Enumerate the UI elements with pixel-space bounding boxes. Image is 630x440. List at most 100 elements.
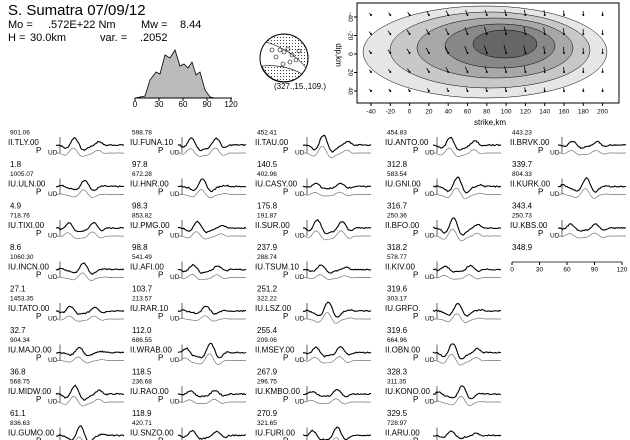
slip-node <box>408 14 411 16</box>
observed-trace <box>55 305 125 315</box>
station-phase: P <box>283 437 288 440</box>
station-name: IU.AFI.00 <box>130 263 164 272</box>
station-name: II.TAU.00 <box>255 138 289 147</box>
slip-node <box>505 33 508 35</box>
station-amplitude: 250.36 <box>387 213 407 220</box>
station-amplitude: 296.75 <box>257 379 277 386</box>
station-amplitude: 311.35 <box>387 379 407 386</box>
slip-arrow <box>464 46 468 54</box>
station-name: II.MSEY.00 <box>255 346 295 355</box>
slip-ytick-label: 0 <box>346 52 353 56</box>
station-phase: P <box>283 395 288 404</box>
station-phase: P <box>413 146 418 155</box>
station-component: UD <box>295 399 305 406</box>
synthetic-trace <box>177 231 247 240</box>
station-phase: P <box>36 312 41 321</box>
station-phase: P <box>413 354 418 363</box>
station-amplitude: 718.76 <box>10 213 30 220</box>
slip-arrow <box>503 45 507 54</box>
station-phase: P <box>36 271 41 280</box>
station-name: II.OBN.00 <box>385 346 421 355</box>
observed-trace <box>177 342 247 359</box>
station-azimuth: 318.2 <box>387 243 408 252</box>
observed-trace <box>302 345 372 358</box>
slip-node <box>543 90 546 92</box>
station: 288.74 IU.TSUM.10P UD 251.2 <box>255 254 372 294</box>
station-amplitude: 672.28 <box>132 171 152 178</box>
stf-tick-label: 120 <box>224 100 238 109</box>
station-phase: P <box>158 395 163 404</box>
mechanism-label: (327.,15.,109.) <box>274 82 326 91</box>
station-azimuth: 348.9 <box>512 243 533 252</box>
station-name: IU.HNR.00 <box>130 180 169 189</box>
station-azimuth: 98.3 <box>132 202 148 211</box>
slip-xtick-label: 80 <box>483 109 491 116</box>
title: S. Sumatra 07/09/12 <box>8 2 146 19</box>
slip-xtick-label: 100 <box>501 109 512 116</box>
slip-xtick-label: 20 <box>425 109 433 116</box>
station-phase: P <box>283 271 288 280</box>
station-azimuth: 36.8 <box>10 368 26 377</box>
observed-trace <box>177 178 247 193</box>
h: 30.0km <box>30 32 66 44</box>
slip-node <box>408 33 411 35</box>
station-amplitude: 836.63 <box>10 420 30 427</box>
station-phase: P <box>413 437 418 440</box>
station-component: UD <box>425 191 435 198</box>
observed-trace <box>432 217 502 236</box>
station-name: IU.ANTO.00 <box>385 138 429 147</box>
station-component: UD <box>295 191 305 198</box>
station-phase: P <box>36 354 41 363</box>
synthetic-trace <box>55 395 125 407</box>
slip-node <box>389 14 392 16</box>
synthetic-trace <box>56 272 124 281</box>
synthetic-trace <box>332 437 340 440</box>
station-component: UD <box>48 357 58 364</box>
observed-trace <box>302 426 372 440</box>
slip-node <box>524 90 527 92</box>
synthetic-trace <box>303 312 372 324</box>
slip-node <box>582 14 585 16</box>
station-phase: P <box>283 146 288 155</box>
synthetic-trace <box>557 150 627 156</box>
slip-node <box>601 52 604 54</box>
mo: .572E+22 Nm <box>48 19 116 31</box>
station-name: IU.TATO.00 <box>8 304 50 313</box>
time-scale-label: 30 <box>536 267 544 274</box>
station-name: IU.RAR.10 <box>130 304 169 313</box>
station-phase: P <box>36 146 41 155</box>
station-azimuth: 27.1 <box>10 285 26 294</box>
station-name: II.SUR.00 <box>255 221 290 230</box>
time-scale-label: 0 <box>510 267 514 274</box>
slip-node <box>543 14 546 16</box>
station-azimuth: 328.3 <box>387 368 408 377</box>
station-amplitude: 598.78 <box>132 130 152 137</box>
station-component: UD <box>295 316 305 323</box>
slip-node <box>563 33 565 35</box>
slip-node <box>408 52 411 54</box>
slip-arrow <box>503 26 507 35</box>
station-phase: P <box>283 229 288 238</box>
slip-ytick-label: 20 <box>346 69 353 77</box>
station-amplitude: 443.23 <box>512 130 532 137</box>
slip-node <box>466 14 469 16</box>
observed-trace <box>432 430 502 440</box>
slip-xtick-label: -40 <box>366 109 376 116</box>
slip-ytick-label: 40 <box>346 87 353 95</box>
synthetic-trace <box>55 189 125 198</box>
slip-node <box>563 52 565 54</box>
station-azimuth: 112.0 <box>132 326 152 335</box>
station-component: UD <box>295 274 305 281</box>
station-amplitude: 402.96 <box>257 171 277 178</box>
slip-node <box>485 71 488 73</box>
station-azimuth: 61.1 <box>10 409 26 418</box>
station-azimuth: 175.8 <box>257 202 278 211</box>
slip-node <box>447 71 450 73</box>
var: .2052 <box>140 32 168 44</box>
slip-xtick-label: 200 <box>597 109 608 116</box>
station-amplitude: 236.68 <box>132 379 152 386</box>
synthetic-trace <box>432 313 501 324</box>
